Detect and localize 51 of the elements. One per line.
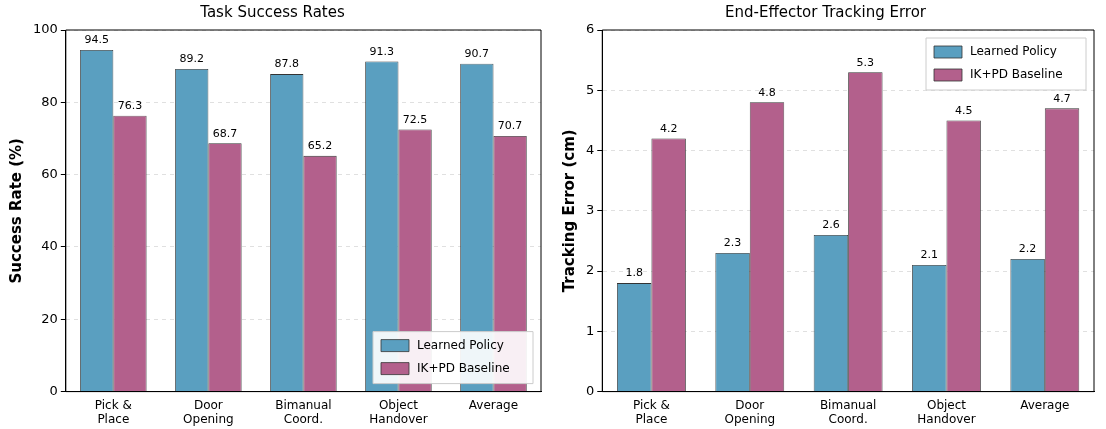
legend-label: IK+PD Baseline bbox=[970, 67, 1063, 82]
data-label: 68.7 bbox=[212, 126, 238, 140]
chart-title: Task Success Rates bbox=[199, 2, 345, 21]
x-tick-label: Average bbox=[1020, 398, 1070, 413]
y-tick-label: 2 bbox=[585, 262, 595, 278]
y-tick-label: 4 bbox=[585, 141, 595, 157]
y-tick-label: 6 bbox=[585, 21, 595, 37]
data-label: 91.3 bbox=[369, 44, 395, 58]
data-label: 2.3 bbox=[723, 236, 742, 250]
y-tick-label: 5 bbox=[585, 81, 595, 97]
data-label: 4.5 bbox=[954, 103, 973, 117]
y-axis-title: Tracking Error (cm) bbox=[559, 129, 578, 293]
data-label: 4.8 bbox=[758, 85, 776, 99]
data-label: 87.8 bbox=[274, 57, 300, 71]
data-label: 90.7 bbox=[464, 46, 490, 60]
data-label: 72.5 bbox=[402, 112, 428, 126]
data-label: 70.7 bbox=[497, 119, 523, 133]
data-label: 76.3 bbox=[117, 99, 143, 113]
x-tick-label: Object Handover bbox=[917, 398, 976, 426]
data-label: 4.2 bbox=[659, 121, 678, 135]
y-tick-label: 0 bbox=[585, 382, 595, 398]
data-label: 2.1 bbox=[920, 248, 939, 262]
data-label: 2.2 bbox=[1018, 242, 1037, 256]
chart-title: End-Effector Tracking Error bbox=[725, 2, 927, 21]
data-label: 4.7 bbox=[1053, 91, 1071, 105]
y-tick-label: 80 bbox=[41, 93, 58, 109]
data-label: 65.2 bbox=[307, 139, 333, 153]
legend-label: IK+PD Baseline bbox=[417, 360, 510, 375]
y-tick-label: 1 bbox=[585, 322, 595, 338]
data-label: 2.6 bbox=[822, 218, 840, 232]
data-label: 1.8 bbox=[625, 266, 643, 280]
x-tick-label: Average bbox=[468, 398, 519, 413]
legend-label: Learned Policy bbox=[417, 337, 504, 352]
x-tick-label: Bimanual Coord. bbox=[819, 398, 877, 426]
x-tick-label: Object Handover bbox=[369, 398, 428, 426]
y-tick-label: 100 bbox=[32, 21, 58, 37]
y-tick-label: 0 bbox=[49, 382, 58, 398]
y-tick-label: 60 bbox=[41, 166, 58, 182]
x-tick-label: Pick & Place bbox=[94, 398, 132, 426]
legend-label: Learned Policy bbox=[970, 44, 1057, 59]
x-tick-label: Bimanual Coord. bbox=[275, 398, 332, 426]
x-tick-label: Door Opening bbox=[183, 398, 234, 426]
x-tick-label: Door Opening bbox=[724, 398, 776, 426]
y-tick-label: 20 bbox=[41, 310, 58, 326]
y-axis-title: Success Rate (%) bbox=[6, 138, 25, 284]
data-label: 5.3 bbox=[856, 55, 875, 69]
data-label: 89.2 bbox=[179, 52, 204, 66]
data-label: 94.5 bbox=[84, 33, 109, 47]
y-tick-label: 3 bbox=[585, 202, 595, 218]
y-tick-label: 40 bbox=[41, 238, 58, 254]
x-tick-label: Pick & Place bbox=[632, 398, 670, 426]
